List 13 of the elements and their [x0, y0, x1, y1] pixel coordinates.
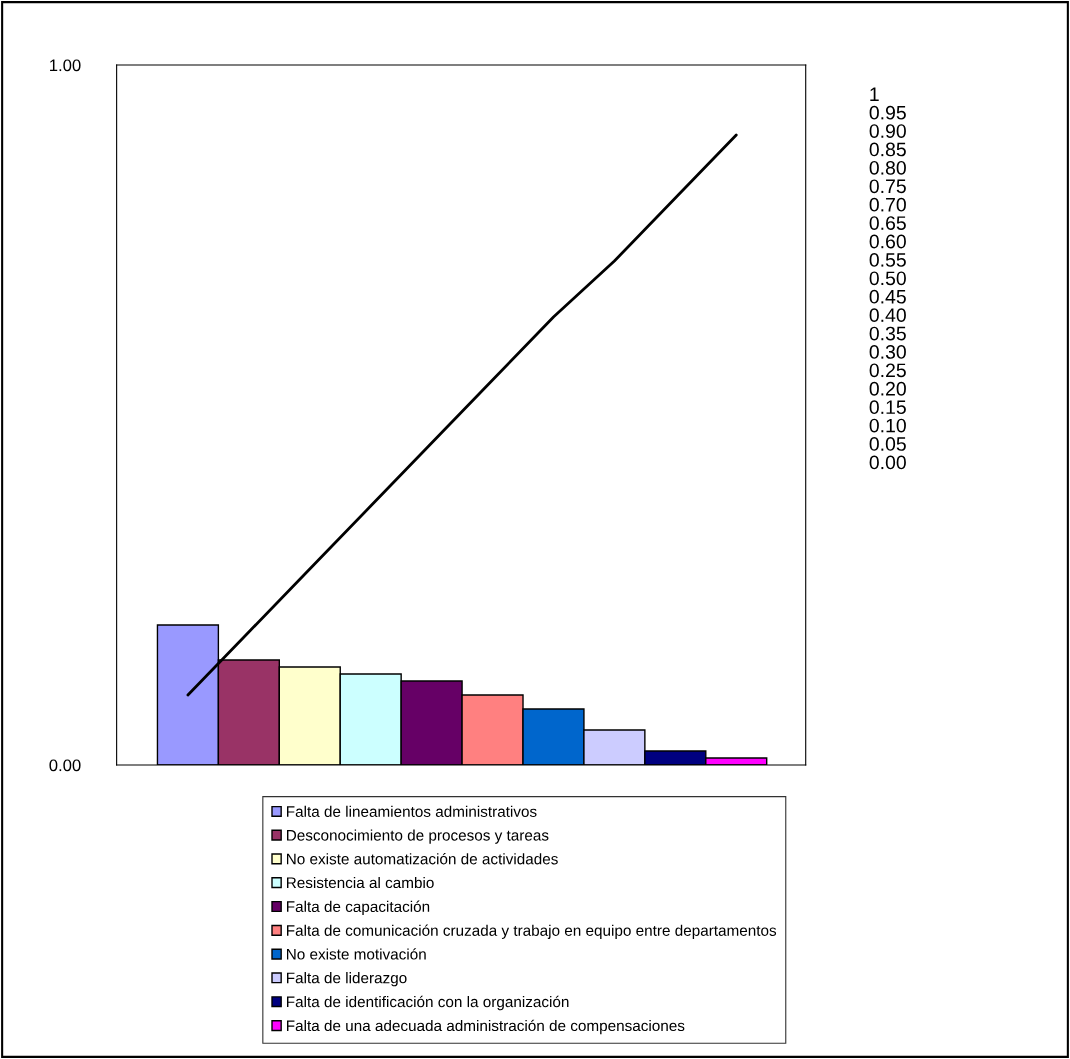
legend-label: Desconocimiento de procesos y tareas [287, 829, 549, 844]
legend-label: Falta de lineamientos administrativos [287, 805, 537, 817]
y-tick-label: 1.00 [50, 59, 81, 72]
legend-label: Falta de capacitación [287, 900, 430, 916]
legend-label: Falta de comunicación cruzada y trabajo en equipo entre departamentos [287, 924, 777, 939]
text: 1 0.95 0.90 0.85 0.80 0.75 0.70 0.65 0.60 0.55 0.50 0.45 0.40 0.35 0.30 0.25 0.20 0.15 0.10 0.05 0.00 [869, 87, 906, 470]
y-tick-label: 0.00 [49, 759, 81, 772]
legend-label: No existe motivación [287, 948, 426, 960]
legend-label: No existe automatización de actividades [287, 853, 558, 865]
legend-label: Falta de identificación con la organización [287, 995, 569, 1011]
legend-label: Falta de liderazgo [287, 972, 407, 987]
legend-label: Resistencia al cambio [287, 876, 434, 889]
legend-label: Falta de una adecuada administración de compensaciones [287, 1019, 685, 1035]
